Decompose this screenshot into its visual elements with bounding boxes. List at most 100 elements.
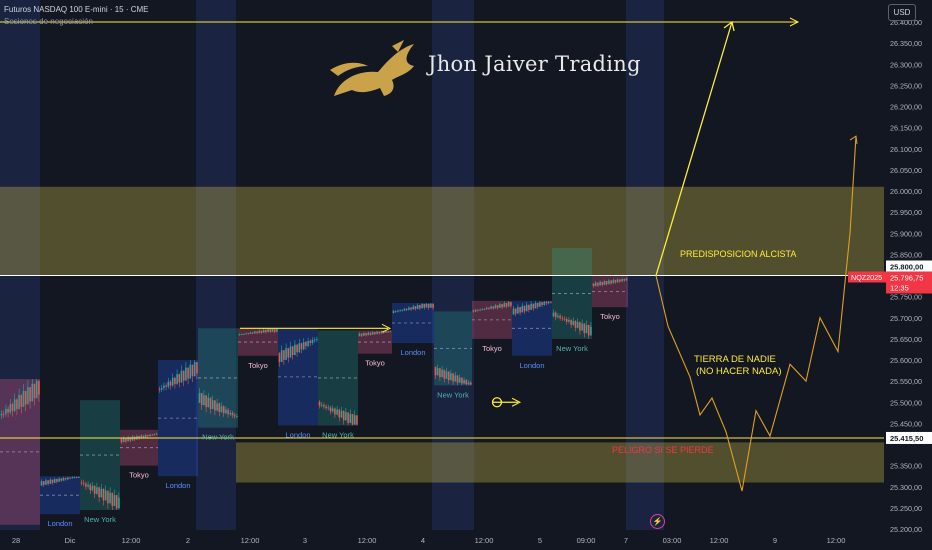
candle-body: [530, 303, 532, 310]
candle-body: [53, 479, 56, 483]
candle-body: [187, 367, 189, 379]
candle-body: [178, 374, 181, 383]
candle-body: [601, 281, 604, 285]
candle-body: [585, 324, 588, 334]
candle-body: [31, 383, 34, 402]
candle-body: [512, 308, 515, 315]
candle-body: [463, 380, 465, 384]
candle-body: [71, 477, 74, 479]
currency-button[interactable]: USD: [888, 4, 916, 21]
session-box: [120, 429, 158, 466]
candle-body: [20, 395, 23, 407]
candle-body: [380, 331, 383, 334]
session-label: Tokyo: [600, 312, 620, 321]
candle-body: [331, 408, 334, 412]
candle-body: [298, 343, 301, 353]
candle-body: [483, 309, 486, 310]
candle-body: [340, 410, 343, 418]
candle-body: [144, 435, 147, 438]
symbol-tag: [848, 271, 886, 283]
candle-body: [249, 332, 252, 334]
candle-body: [503, 303, 506, 308]
candle-body: [490, 306, 492, 309]
candle-body: [171, 377, 174, 386]
candle-body: [485, 307, 488, 310]
candles: [0, 277, 628, 510]
candle-body: [115, 495, 118, 509]
candle-body: [120, 438, 123, 443]
candle-body: [461, 377, 463, 384]
session-box: [318, 330, 358, 426]
last-price-tag: [886, 271, 932, 294]
candle-body: [576, 322, 579, 328]
candle-body: [185, 367, 187, 381]
candle-body: [525, 304, 528, 312]
price-axis[interactable]: 26.400,00 26.350,00 26.300,00 26.250,00 26.2…: [848, 0, 932, 550]
marked-low-circle: [491, 397, 503, 408]
candle-body: [300, 343, 303, 350]
candle-body: [27, 387, 29, 405]
candle-body: [565, 319, 568, 322]
session-label: London: [400, 348, 425, 357]
candle-body: [149, 434, 151, 437]
candle-body: [432, 303, 434, 308]
candle-body: [191, 364, 194, 377]
candle-body: [167, 381, 170, 387]
candle-body: [458, 377, 461, 383]
price-tick-label: 26.350,00: [890, 39, 922, 48]
drawings[interactable]: [240, 20, 858, 492]
candle-body: [91, 485, 94, 491]
candle-body: [243, 333, 245, 335]
price-tick-label: 26.000,00: [890, 187, 922, 196]
arrow-head-icon: [789, 17, 800, 27]
candle-body: [318, 401, 321, 406]
candle-body: [78, 477, 80, 478]
candle-body: [378, 331, 381, 334]
candle-body: [182, 370, 185, 381]
candle-body: [283, 350, 285, 360]
candle-body: [60, 478, 63, 481]
candle-body: [358, 333, 361, 337]
candle-body: [536, 302, 539, 307]
last-price-label: 25.796,75: [890, 274, 923, 283]
price-tick-label: 25.600,00: [890, 356, 922, 365]
price-tick-label: 26.300,00: [890, 60, 922, 69]
symbol-tag-label: NQZ2025: [851, 273, 882, 282]
candle-body: [427, 303, 430, 308]
candle-body: [58, 478, 60, 482]
candle-body: [222, 406, 225, 414]
candle-body: [16, 399, 18, 409]
candle-body: [410, 307, 412, 310]
flash-icon[interactable]: ⚡: [650, 514, 665, 529]
session-label: New York: [437, 390, 469, 399]
candle-body: [273, 329, 276, 332]
candle-body: [47, 480, 49, 484]
candle-body: [369, 332, 372, 335]
candle-body: [382, 331, 385, 333]
annotation-line-1: TIERRA DE NADIE: [694, 354, 776, 365]
candle-body: [85, 483, 87, 487]
candle-body: [401, 310, 404, 312]
candle-body: [423, 303, 426, 308]
session-box: [358, 330, 392, 354]
candle-body: [62, 478, 65, 481]
price-tick-label: 26.200,00: [890, 103, 922, 112]
candle-body: [98, 487, 100, 498]
time-tick-label: 2: [186, 536, 190, 545]
session-label: New York: [322, 430, 354, 439]
candle-body: [572, 320, 575, 325]
candle-body: [447, 371, 450, 381]
candle-body: [193, 362, 196, 377]
candle-body: [82, 482, 85, 484]
candle-body: [614, 279, 617, 283]
candle-body: [265, 329, 267, 333]
candle-body: [342, 410, 345, 421]
candle-body: [474, 309, 477, 312]
candle-body: [160, 387, 163, 390]
candle-body: [610, 280, 612, 284]
candle-body: [430, 303, 432, 308]
time-tick-label: 12:00: [710, 536, 729, 545]
candle-body: [387, 331, 389, 333]
time-axis[interactable]: 28 Dic 12:00 2 12:00 3 12:00 4 12:00 5 09:00 7 03:00…: [0, 530, 884, 550]
